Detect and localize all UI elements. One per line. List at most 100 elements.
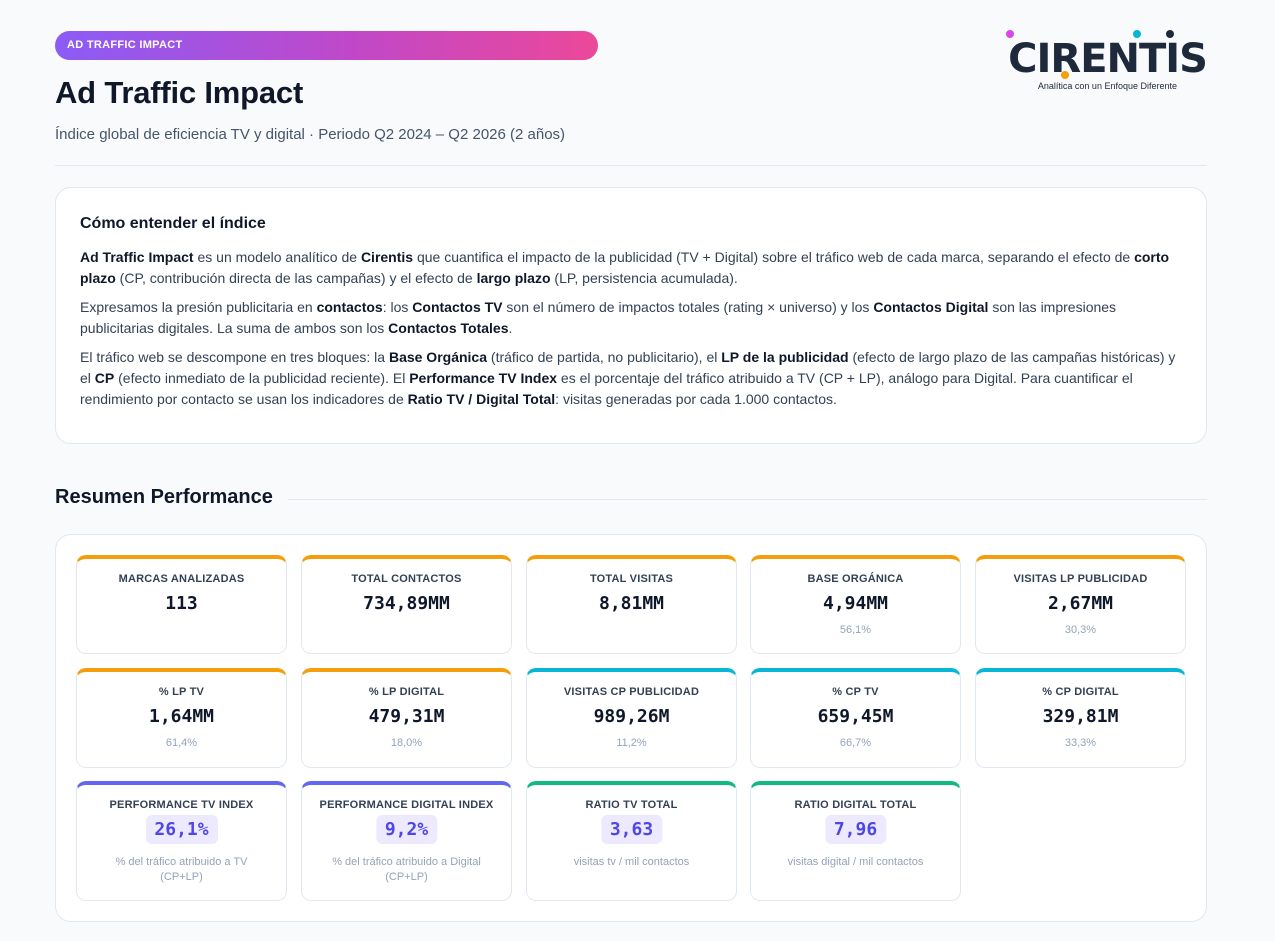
body-text: son las impresiones publicitarias digita…	[80, 299, 1117, 336]
page-title: Ad Traffic Impact	[55, 75, 304, 110]
page-header: AD TRAFFIC IMPACT Ad Traffic Impact Índi…	[55, 30, 1208, 167]
kpi-value: 734,89MM	[363, 593, 450, 614]
body-text: (efecto de largo plazo de las campañas h…	[80, 349, 1176, 386]
kpi-label: TOTAL VISITAS	[589, 573, 674, 585]
body-text: que cuantifica el impacto de la publicid…	[413, 249, 1135, 265]
report-tag: AD TRAFFIC IMPACT	[55, 31, 598, 60]
kpi-card: % LP DIGITAL 479,31M 18,0%	[301, 668, 512, 768]
emphasis-text: largo plazo	[476, 270, 551, 286]
kpi-label: MARCAS ANALIZADAS	[118, 573, 245, 585]
index-explanation-card: Cómo entender el índice Ad Traffic Impac…	[55, 187, 1207, 444]
kpi-card: TOTAL CONTACTOS 734,89MM	[301, 555, 512, 654]
kpi-card: PERFORMANCE DIGITAL INDEX 9,2% % del tráfi…	[301, 781, 512, 901]
kpi-label: PERFORMANCE TV INDEX	[109, 799, 254, 811]
logo-dot-icon	[1006, 30, 1014, 38]
kpi-note: visitas tv / mil contactos	[573, 856, 690, 868]
kpi-card: PERFORMANCE TV INDEX 26,1% % del tráfico a…	[76, 781, 287, 901]
emphasis-text: corto plazo	[80, 249, 1170, 286]
emphasis-text: contactos	[316, 299, 383, 315]
section-header: Resumen Performance	[55, 486, 1207, 512]
emphasis-text: Contactos TV	[412, 299, 503, 315]
emphasis-text: Ad Traffic Impact	[80, 249, 194, 265]
kpi-share: 61,4%	[165, 737, 198, 749]
info-paragraph: El tráfico web se descompone en tres blo…	[80, 347, 1182, 410]
body-text: son el número de impactos totales (ratin…	[502, 299, 874, 315]
info-paragraph: Expresamos la presión publicitaria en co…	[80, 297, 1182, 339]
kpi-note: % del tráfico atribuido a TV (CP+LP)	[115, 856, 248, 883]
cirentis-logo: CIRENTIS Analítica con un Enfoque Difere…	[997, 30, 1208, 95]
kpi-card: MARCAS ANALIZADAS 113	[76, 555, 287, 654]
emphasis-text: Performance TV Index	[409, 370, 558, 386]
emphasis-text: Base Orgánica	[388, 349, 488, 365]
kpi-label: VISITAS LP PUBLICIDAD	[1013, 573, 1148, 585]
body-text: El tráfico web se descompone en tres blo…	[80, 349, 389, 365]
kpi-card: VISITAS LP PUBLICIDAD 2,67MM 30,3%	[975, 555, 1186, 654]
emphasis-text: Ratio TV / Digital Total	[407, 391, 556, 407]
logo-dot-icon	[1061, 71, 1069, 79]
emphasis-text: Cirentis	[360, 249, 414, 265]
body-text: (efecto inmediato de la publicidad recie…	[114, 370, 410, 386]
body-text: es un modelo analítico de	[193, 249, 361, 265]
kpi-label: % CP TV	[832, 686, 879, 698]
emphasis-text: LP de la publicidad	[721, 349, 849, 365]
kpi-share: 56,1%	[839, 624, 872, 636]
kpi-card: % LP TV 1,64MM 61,4%	[76, 668, 287, 768]
kpi-value: 659,45M	[817, 706, 894, 727]
kpi-index-value: 9,2%	[375, 815, 438, 844]
kpi-card: % CP DIGITAL 329,81M 33,3%	[975, 668, 1186, 768]
kpi-index-value: 26,1%	[145, 815, 218, 844]
kpi-value: 479,31M	[368, 706, 445, 727]
kpi-share: 30,3%	[1064, 624, 1097, 636]
body-text: : los	[382, 299, 413, 315]
body-text: (tráfico de partida, no publicitario), e…	[487, 349, 722, 365]
logo-dot-icon	[1166, 30, 1174, 38]
emphasis-text: Contactos Digital	[873, 299, 989, 315]
emphasis-text: Contactos Totales	[388, 320, 509, 336]
info-paragraph: Ad Traffic Impact es un modelo analítico…	[80, 247, 1182, 289]
kpi-share: 66,7%	[839, 737, 872, 749]
body-text: : visitas generadas por cada 1.000 conta…	[555, 391, 837, 407]
kpi-card: % CP TV 659,45M 66,7%	[750, 668, 961, 768]
logo-dot-icon	[1133, 30, 1141, 38]
section-divider	[288, 499, 1207, 500]
kpi-label: VISITAS CP PUBLICIDAD	[563, 686, 700, 698]
kpi-value: 4,94MM	[822, 593, 889, 614]
info-title: Cómo entender el índice	[80, 215, 266, 232]
kpi-value: 113	[165, 593, 198, 614]
kpi-label: RATIO DIGITAL TOTAL	[794, 799, 917, 811]
kpi-card: TOTAL VISITAS 8,81MM	[526, 555, 737, 654]
page-subtitle: Índice global de eficiencia TV y digital…	[55, 126, 566, 143]
kpi-note: visitas digital / mil contactos	[787, 856, 924, 868]
header-divider	[55, 165, 1207, 166]
kpi-value: 8,81MM	[598, 593, 665, 614]
kpi-share: 11,2%	[616, 737, 647, 749]
kpi-label: % CP DIGITAL	[1042, 686, 1119, 698]
kpi-value: 329,81M	[1042, 706, 1119, 727]
body-text: es el porcentaje del tráfico atribuido a…	[80, 370, 1133, 407]
kpi-card: BASE ORGÁNICA 4,94MM 56,1%	[750, 555, 961, 654]
kpi-label: PERFORMANCE DIGITAL INDEX	[319, 799, 494, 811]
kpi-share: 33,3%	[1064, 737, 1097, 749]
body-text: Expresamos la presión publicitaria en	[80, 299, 317, 315]
logo-tagline: Analítica con un Enfoque Diferente	[1037, 81, 1177, 91]
kpi-value: 989,26M	[593, 706, 670, 727]
kpi-label: BASE ORGÁNICA	[807, 573, 904, 585]
kpi-label: TOTAL CONTACTOS	[351, 573, 462, 585]
body-text: (CP, contribución directa de las campaña…	[115, 270, 477, 286]
kpi-index-value: 3,63	[600, 815, 663, 844]
kpi-value: 1,64MM	[148, 706, 215, 727]
kpi-card: RATIO TV TOTAL 3,63 visitas tv / mil conta…	[526, 781, 737, 901]
kpi-note: % del tráfico atribuido a Digital (CP+LP…	[332, 856, 481, 883]
section-title: Resumen Performance	[55, 486, 285, 509]
kpi-card: RATIO DIGITAL TOTAL 7,96 visitas digital /…	[750, 781, 961, 901]
kpi-label: RATIO TV TOTAL	[585, 799, 678, 811]
kpi-card: VISITAS CP PUBLICIDAD 989,26M 11,2%	[526, 668, 737, 768]
logo-wordmark: CIRENTIS	[1008, 36, 1208, 82]
kpi-value: 2,67MM	[1047, 593, 1114, 614]
emphasis-text: CP	[94, 370, 115, 386]
body-text: .	[508, 320, 513, 336]
kpi-label: % LP TV	[158, 686, 205, 698]
kpi-share: 18,0%	[390, 737, 423, 749]
body-text: (LP, persistencia acumulada).	[550, 270, 738, 286]
kpi-label: % LP DIGITAL	[368, 686, 445, 698]
